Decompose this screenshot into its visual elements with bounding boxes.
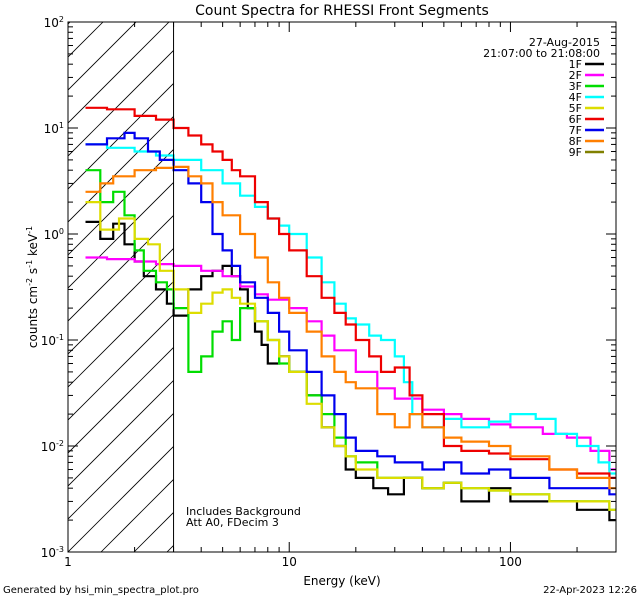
series-8F (85, 165, 616, 490)
legend-label-8F: 8F (569, 135, 582, 148)
footer-timestamp: 22-Apr-2023 12:26 (543, 585, 637, 596)
x-tick-label: 1 (64, 555, 72, 569)
series-2F (85, 256, 616, 471)
legend-label-2F: 2F (569, 69, 582, 82)
annotation-background: Includes Background (186, 505, 301, 518)
hatched-region (68, 22, 174, 552)
series-6F (85, 106, 616, 479)
footer-generated-by: Generated by hsi_min_spectra_plot.pro (3, 585, 199, 596)
legend-label-3F: 3F (569, 80, 582, 93)
plot-frame (67, 21, 617, 553)
y-tick-label: 10-1 (41, 333, 64, 348)
y-tick-label: 102 (44, 15, 64, 30)
y-axis-label: counts cm-2 s-1 keV-1 (25, 226, 40, 348)
y-tick-label: 100 (44, 227, 64, 242)
x-tick-label: 100 (499, 555, 522, 569)
annotation-attenuator: Att A0, FDecim 3 (186, 516, 279, 529)
chart-title: Count Spectra for RHESSI Front Segments (195, 3, 489, 19)
legend-label-6F: 6F (569, 113, 582, 126)
legend-label-5F: 5F (569, 102, 582, 115)
series-4F (85, 143, 616, 475)
legend-label-1F: 1F (569, 58, 582, 71)
y-tick-label: 101 (44, 121, 64, 136)
series-5F (85, 201, 616, 511)
series-7F (85, 131, 616, 496)
series-1F (85, 220, 616, 522)
legend-label-9F: 9F (569, 146, 582, 159)
x-axis-label: Energy (keV) (303, 574, 380, 588)
time-range-label: 21:07:00 to 21:08:00 (483, 47, 600, 60)
y-tick-label: 10-2 (41, 439, 64, 454)
legend-label-4F: 4F (569, 91, 582, 104)
date-label: 27-Aug-2015 (529, 36, 600, 49)
y-tick-label: 10-3 (41, 545, 64, 560)
x-tick-label: 10 (282, 555, 297, 569)
legend-label-7F: 7F (569, 124, 582, 137)
